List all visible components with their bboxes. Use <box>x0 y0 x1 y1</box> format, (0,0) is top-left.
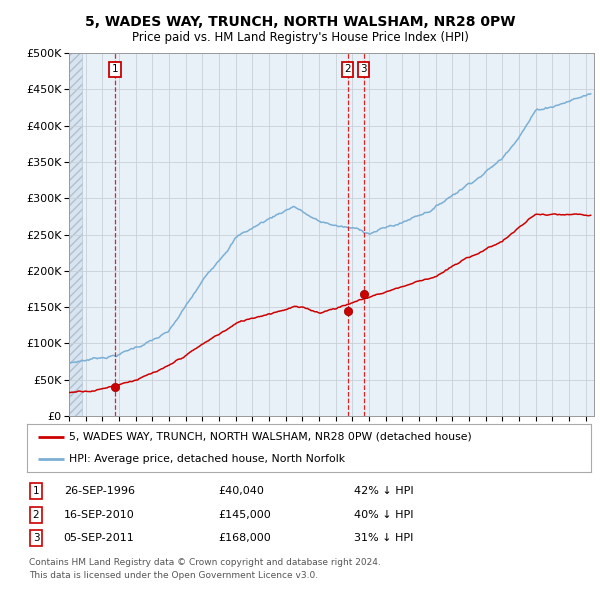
Text: 1: 1 <box>112 64 118 74</box>
Text: 26-SEP-1996: 26-SEP-1996 <box>64 486 134 496</box>
Text: 31% ↓ HPI: 31% ↓ HPI <box>354 533 413 543</box>
Text: Contains HM Land Registry data © Crown copyright and database right 2024.: Contains HM Land Registry data © Crown c… <box>29 558 380 567</box>
Text: 5, WADES WAY, TRUNCH, NORTH WALSHAM, NR28 0PW (detached house): 5, WADES WAY, TRUNCH, NORTH WALSHAM, NR2… <box>70 432 472 442</box>
Text: Price paid vs. HM Land Registry's House Price Index (HPI): Price paid vs. HM Land Registry's House … <box>131 31 469 44</box>
Text: £40,040: £40,040 <box>219 486 265 496</box>
Text: 40% ↓ HPI: 40% ↓ HPI <box>354 510 413 520</box>
Text: 1: 1 <box>33 486 40 496</box>
Text: 2: 2 <box>344 64 351 74</box>
Text: £145,000: £145,000 <box>219 510 272 520</box>
Text: This data is licensed under the Open Government Licence v3.0.: This data is licensed under the Open Gov… <box>29 571 318 579</box>
Text: 05-SEP-2011: 05-SEP-2011 <box>64 533 134 543</box>
Text: 3: 3 <box>360 64 367 74</box>
Text: £168,000: £168,000 <box>219 533 272 543</box>
Bar <box>69 53 82 416</box>
Text: HPI: Average price, detached house, North Norfolk: HPI: Average price, detached house, Nort… <box>70 454 346 464</box>
Text: 3: 3 <box>33 533 40 543</box>
Text: 5, WADES WAY, TRUNCH, NORTH WALSHAM, NR28 0PW: 5, WADES WAY, TRUNCH, NORTH WALSHAM, NR2… <box>85 15 515 29</box>
Text: 16-SEP-2010: 16-SEP-2010 <box>64 510 134 520</box>
Text: 42% ↓ HPI: 42% ↓ HPI <box>354 486 414 496</box>
Text: 2: 2 <box>33 510 40 520</box>
